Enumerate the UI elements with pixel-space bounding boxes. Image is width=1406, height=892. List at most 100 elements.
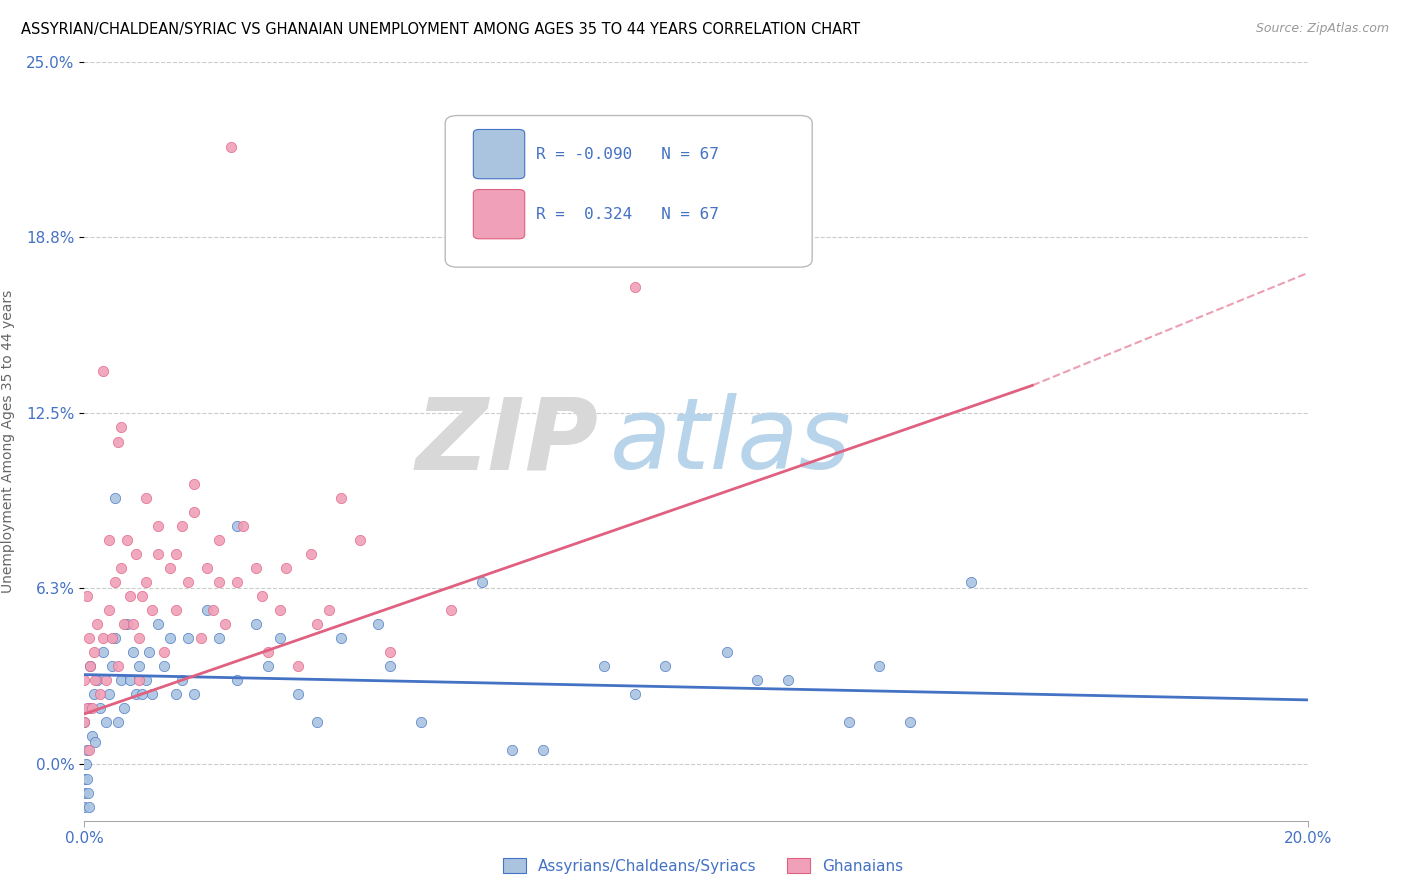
Point	[165, 687, 187, 701]
Point	[107, 659, 129, 673]
Point	[245, 617, 267, 632]
Point	[94, 673, 117, 688]
Point	[122, 617, 145, 632]
Point	[287, 687, 309, 701]
Point	[104, 491, 127, 505]
Point	[125, 547, 148, 561]
Text: ASSYRIAN/CHALDEAN/SYRIAC VS GHANAIAN UNEMPLOYMENT AMONG AGES 35 TO 44 YEARS CORR: ASSYRIAN/CHALDEAN/SYRIAC VS GHANAIAN UNE…	[21, 22, 860, 37]
Point	[172, 673, 194, 688]
Point	[190, 631, 212, 645]
Point	[128, 631, 150, 645]
Point	[245, 561, 267, 575]
Point	[125, 687, 148, 701]
Point	[131, 589, 153, 603]
Point	[471, 574, 494, 589]
FancyBboxPatch shape	[474, 129, 524, 178]
Point	[257, 659, 280, 673]
Point	[77, 631, 100, 645]
Point	[219, 139, 242, 153]
Point	[159, 561, 181, 575]
Point	[112, 617, 135, 632]
Text: Source: ZipAtlas.com: Source: ZipAtlas.com	[1256, 22, 1389, 36]
Point	[593, 659, 616, 673]
Point	[305, 715, 328, 730]
Point	[115, 533, 138, 547]
Point	[110, 561, 132, 575]
Point	[276, 561, 298, 575]
Point	[73, 715, 96, 730]
Text: R = -0.090   N = 67: R = -0.090 N = 67	[536, 146, 718, 161]
Point	[73, 799, 96, 814]
Point	[76, 772, 98, 786]
Point	[84, 735, 107, 749]
Point	[367, 617, 389, 632]
Point	[138, 645, 160, 659]
Point	[76, 701, 98, 715]
Point	[86, 673, 108, 688]
Point	[79, 659, 101, 673]
Point	[104, 631, 127, 645]
Point	[195, 603, 218, 617]
Point	[177, 574, 200, 589]
Point	[146, 547, 169, 561]
Point	[869, 659, 891, 673]
Point	[122, 645, 145, 659]
Point	[110, 420, 132, 434]
FancyBboxPatch shape	[446, 116, 813, 268]
Point	[107, 715, 129, 730]
Point	[77, 701, 100, 715]
Point	[183, 476, 205, 491]
Point	[208, 574, 231, 589]
Text: atlas: atlas	[610, 393, 852, 490]
Point	[502, 743, 524, 757]
Point	[89, 687, 111, 701]
Point	[349, 533, 371, 547]
Point	[83, 645, 105, 659]
Point	[165, 547, 187, 561]
Point	[159, 631, 181, 645]
Point	[115, 617, 138, 632]
Point	[73, 786, 96, 800]
Point	[898, 715, 921, 730]
Point	[97, 687, 120, 701]
Point	[77, 786, 100, 800]
Point	[776, 673, 799, 688]
Point	[232, 518, 254, 533]
Point	[73, 715, 96, 730]
Point	[128, 673, 150, 688]
Point	[128, 659, 150, 673]
Point	[440, 603, 463, 617]
Point	[75, 757, 97, 772]
Point	[135, 574, 157, 589]
Point	[269, 603, 291, 617]
Point	[146, 617, 169, 632]
Point	[73, 772, 96, 786]
Point	[135, 491, 157, 505]
Point	[83, 687, 105, 701]
Point	[91, 364, 114, 378]
Point	[177, 631, 200, 645]
Point	[165, 603, 187, 617]
Point	[101, 631, 124, 645]
Point	[330, 631, 353, 645]
Point	[716, 645, 738, 659]
FancyBboxPatch shape	[474, 189, 524, 239]
Point	[299, 547, 322, 561]
Point	[226, 574, 249, 589]
Point	[112, 701, 135, 715]
Point	[89, 701, 111, 715]
Point	[76, 743, 98, 757]
Point	[110, 673, 132, 688]
Point	[94, 715, 117, 730]
Point	[146, 518, 169, 533]
Point	[135, 673, 157, 688]
Point	[153, 659, 176, 673]
Point	[101, 659, 124, 673]
Point	[531, 743, 554, 757]
Point	[624, 280, 647, 294]
Point	[77, 799, 100, 814]
Point	[76, 589, 98, 603]
Point	[226, 673, 249, 688]
Point	[838, 715, 860, 730]
Point	[960, 574, 983, 589]
